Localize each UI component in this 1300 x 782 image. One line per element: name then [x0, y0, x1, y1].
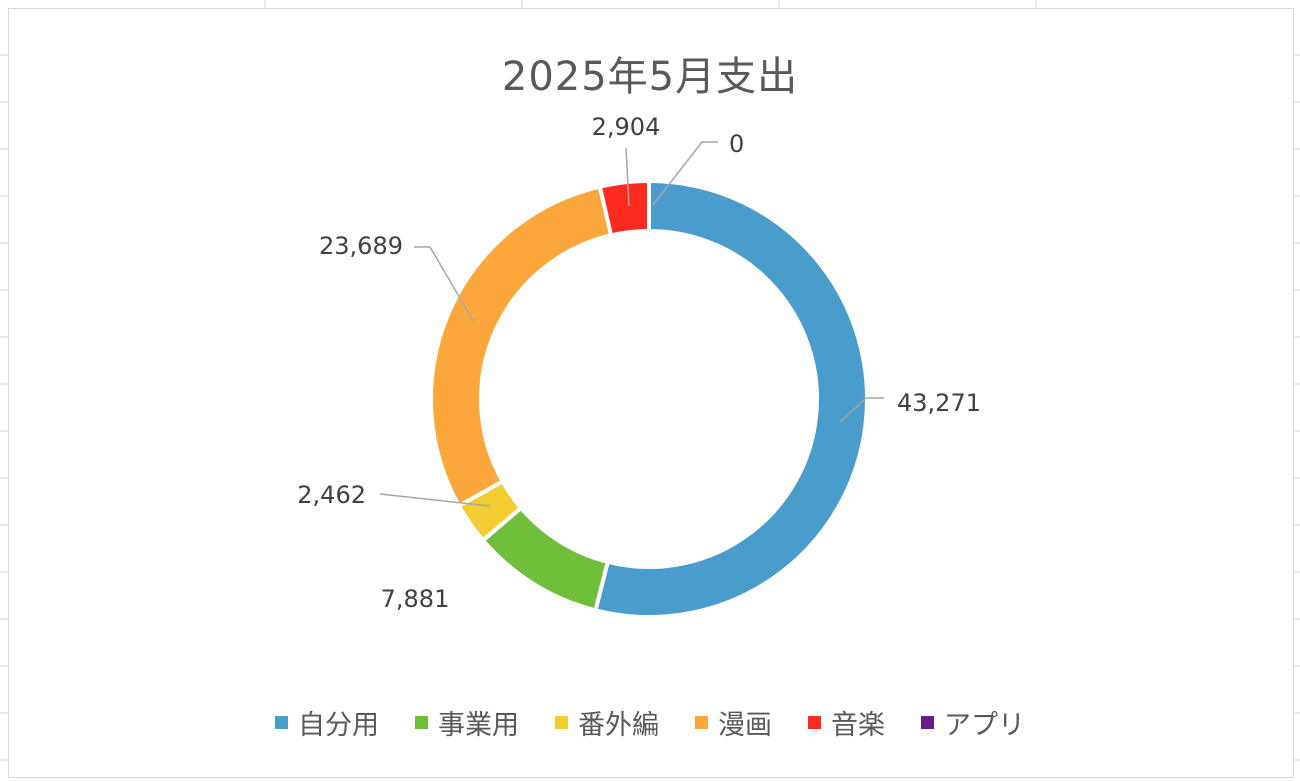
legend-item-1[interactable]: 自分用	[275, 703, 379, 742]
chart-title[interactable]: 2025年5月支出	[501, 54, 799, 100]
legend-label: アプリ	[944, 709, 1025, 741]
leader-line-6	[652, 141, 718, 206]
legend-label: 音楽	[831, 709, 885, 741]
data-label-3[interactable]: 2,462	[297, 481, 366, 509]
legend-label: 番外編	[578, 709, 659, 741]
data-label-6[interactable]: 0	[729, 130, 744, 158]
legend-swatch	[921, 715, 934, 729]
data-label-4[interactable]: 23,689	[319, 232, 403, 260]
legend-item-4[interactable]: 漫画	[695, 703, 772, 742]
legend-label: 漫画	[718, 709, 772, 741]
legend-swatch	[275, 715, 288, 729]
legend-swatch	[415, 715, 428, 729]
leader-line-5	[625, 147, 630, 207]
legend-swatch	[695, 715, 708, 729]
legend-item-6[interactable]: アプリ	[921, 703, 1025, 742]
leader-line-1	[839, 397, 884, 423]
legend-label: 自分用	[298, 709, 379, 741]
legend-item-2[interactable]: 事業用	[415, 703, 519, 742]
leader-line-3	[379, 493, 491, 507]
leader-line-4	[414, 246, 475, 323]
doughnut-slice-1[interactable]	[593, 178, 869, 619]
legend[interactable]: 自分用 事業用 番外編 漫画 音楽 アプリ	[0, 700, 1300, 744]
data-label-2[interactable]: 7,881	[381, 585, 450, 613]
legend-item-3[interactable]: 番外編	[555, 703, 659, 742]
legend-item-5[interactable]: 音楽	[808, 703, 885, 742]
data-labels: 43,271 7,881 2,462 23,689 2,904 0	[297, 113, 981, 613]
legend-swatch	[808, 715, 821, 729]
legend-label: 事業用	[438, 709, 519, 741]
leader-lines	[379, 141, 884, 507]
chart-area[interactable]	[8, 8, 1294, 778]
data-label-1[interactable]: 43,271	[897, 389, 981, 417]
doughnut-slice-4[interactable]	[429, 184, 614, 509]
legend-swatch	[555, 715, 568, 729]
doughnut-slice-5[interactable]	[597, 178, 651, 238]
doughnut-slices	[429, 178, 869, 619]
data-label-5[interactable]: 2,904	[592, 113, 661, 141]
